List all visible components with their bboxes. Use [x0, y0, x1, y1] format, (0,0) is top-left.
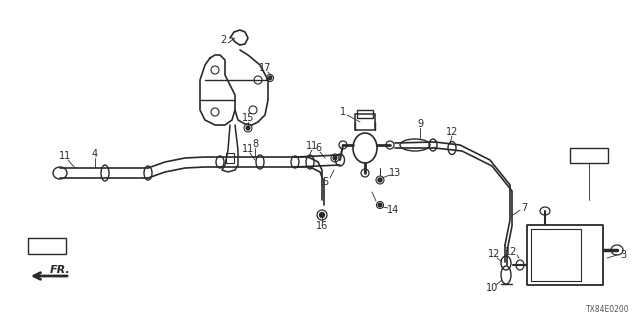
- Bar: [527, 225, 603, 285]
- Text: 5: 5: [322, 177, 328, 187]
- Text: 12: 12: [488, 249, 500, 259]
- Text: 11: 11: [242, 144, 254, 154]
- Text: 17: 17: [259, 63, 271, 73]
- Text: 1: 1: [340, 107, 346, 117]
- Text: 12: 12: [446, 127, 458, 137]
- Circle shape: [378, 203, 382, 207]
- Text: E-1: E-1: [38, 241, 56, 251]
- Text: 9: 9: [417, 119, 423, 129]
- Bar: [28, 238, 66, 254]
- Circle shape: [378, 178, 382, 182]
- Bar: [357, 110, 373, 118]
- Text: 16: 16: [316, 221, 328, 231]
- Circle shape: [246, 126, 250, 130]
- Text: 14: 14: [387, 205, 399, 215]
- Text: 4: 4: [92, 149, 98, 159]
- Text: 6: 6: [315, 143, 321, 153]
- Text: 3: 3: [620, 250, 626, 260]
- Text: 11: 11: [306, 141, 318, 151]
- Text: 7: 7: [521, 203, 527, 213]
- Text: 10: 10: [486, 283, 498, 293]
- Bar: [570, 148, 608, 163]
- Text: 8: 8: [252, 139, 258, 149]
- Circle shape: [333, 156, 337, 160]
- Circle shape: [268, 76, 272, 80]
- Bar: [531, 229, 581, 281]
- Text: TX84E0200: TX84E0200: [586, 305, 630, 314]
- Bar: [226, 153, 234, 163]
- Text: 12: 12: [505, 247, 517, 257]
- Text: 2: 2: [220, 35, 226, 45]
- Text: FR.: FR.: [50, 265, 70, 275]
- Circle shape: [319, 212, 324, 218]
- Text: 15: 15: [242, 113, 254, 123]
- Text: 13: 13: [389, 168, 401, 178]
- Text: B-4: B-4: [579, 150, 599, 160]
- Bar: [355, 114, 375, 130]
- Text: 11: 11: [59, 151, 71, 161]
